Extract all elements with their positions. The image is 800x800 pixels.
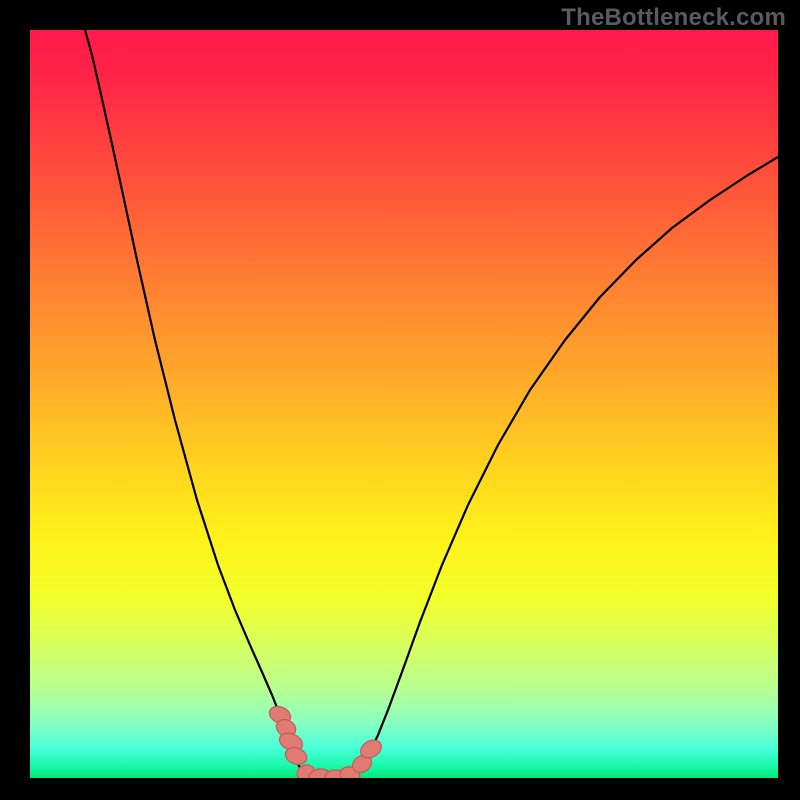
chart-container: TheBottleneck.com	[0, 0, 800, 800]
bottleneck-chart	[0, 0, 800, 800]
watermark-label: TheBottleneck.com	[561, 4, 786, 32]
